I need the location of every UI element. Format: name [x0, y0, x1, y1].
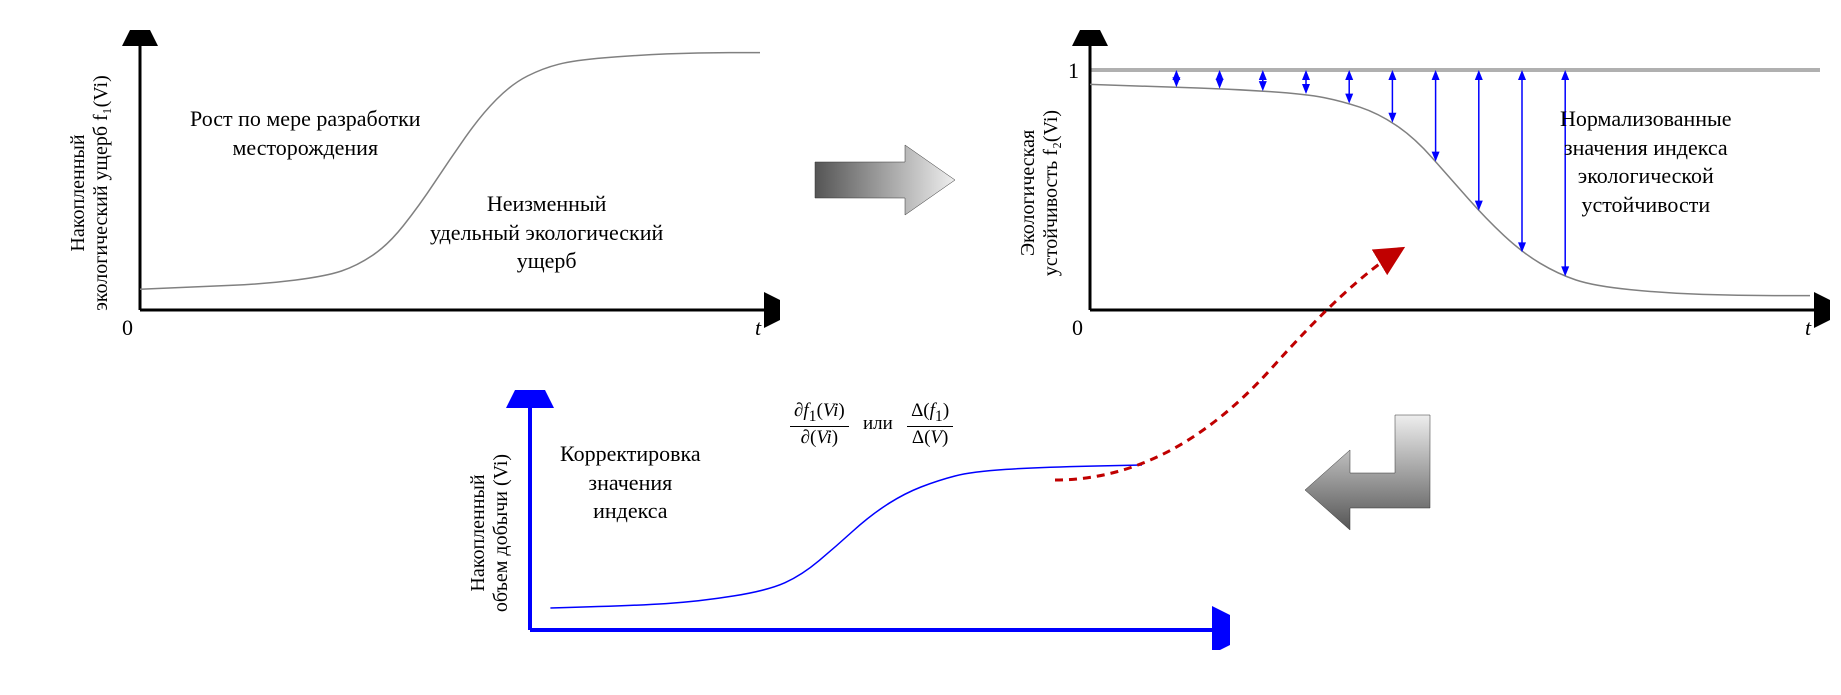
- chart-1-text-1: Рост по мере разработки месторождения: [190, 105, 421, 162]
- chart-2-text-1-l2: значения индекса: [1564, 135, 1728, 160]
- chart-1-x-label: t: [755, 315, 761, 341]
- chart-1-text-2-l1: Неизменный: [487, 191, 607, 216]
- formula-frac-1-num: ∂f1(Vi): [790, 400, 849, 427]
- arrow-bent: [1300, 410, 1450, 540]
- chart-3-y-label-l1: Накопленный: [467, 474, 489, 591]
- chart-3-text-1-l3: индекса: [593, 498, 667, 523]
- chart-3-text-1-l2: значения: [588, 470, 672, 495]
- chart-1-text-1-l2: месторождения: [232, 135, 378, 160]
- chart-1-text-1-l1: Рост по мере разработки: [190, 106, 421, 131]
- chart-3-text-1: Корректировка значения индекса: [560, 440, 701, 526]
- chart-2-y-label-l2: устойчивость f₂(Vi): [1040, 110, 1062, 276]
- chart-2-resilience: Экологическая устойчивость f₂(Vi) 0 1 t …: [1010, 30, 1830, 340]
- chart-2-origin: 0: [1072, 315, 1083, 341]
- chart-1-damage: Накопленный экологический ущерб f₁(Vi) 0…: [60, 30, 780, 340]
- arrow-bent-shape: [1305, 415, 1430, 530]
- formula-frac-2-den: Δ(V): [907, 427, 953, 449]
- formula-block: ∂f1(Vi) ∂(Vi) или Δ(f1) Δ(V): [790, 400, 953, 449]
- chart-2-x-label: t: [1805, 315, 1811, 341]
- chart-2-blue-arrows: [1172, 70, 1569, 276]
- formula-frac-2-num: Δ(f1): [907, 400, 953, 427]
- arrow-right-svg: [810, 140, 960, 220]
- formula-frac-1: ∂f1(Vi) ∂(Vi): [790, 400, 849, 449]
- chart-2-text-1-l4: устойчивости: [1581, 192, 1710, 217]
- chart-1-y-label-line1: Накопленный: [67, 134, 89, 251]
- chart-2-text-1-l3: экологической: [1578, 163, 1714, 188]
- chart-1-y-label: Накопленный экологический ущерб f₁(Vi): [67, 53, 113, 333]
- diagram-container: Накопленный экологический ущерб f₁(Vi) 0…: [20, 20, 1821, 655]
- chart-2-y-label-l1: Экологическая: [1017, 130, 1039, 256]
- chart-3-text-1-l1: Корректировка: [560, 441, 701, 466]
- chart-2-tick-1: 1: [1068, 58, 1079, 84]
- formula-frac-2: Δ(f1) Δ(V): [907, 400, 953, 449]
- chart-1-y-label-line2: экологический ущерб f₁(Vi): [90, 75, 112, 311]
- chart-1-svg: [60, 30, 780, 340]
- chart-2-text-1: Нормализованные значения индекса экологи…: [1560, 105, 1732, 219]
- formula-or: или: [863, 413, 893, 434]
- chart-1-text-2-l3: ущерб: [517, 248, 577, 273]
- chart-1-text-2: Неизменный удельный экологический ущерб: [430, 190, 663, 276]
- chart-1-text-2-l2: удельный экологический: [430, 220, 663, 245]
- formula-frac-1-den: ∂(Vi): [790, 427, 849, 449]
- chart-2-text-1-l1: Нормализованные: [1560, 106, 1732, 131]
- chart-3-y-label: Накопленный объем добычи (Vi): [467, 433, 513, 633]
- arrow-right-shape: [815, 145, 955, 215]
- chart-3-y-label-l2: объем добычи (Vi): [490, 454, 512, 612]
- chart-1-origin: 0: [122, 315, 133, 341]
- chart-2-y-label: Экологическая устойчивость f₂(Vi): [1017, 83, 1063, 303]
- arrow-bent-svg: [1300, 410, 1450, 540]
- arrow-right: [810, 140, 960, 220]
